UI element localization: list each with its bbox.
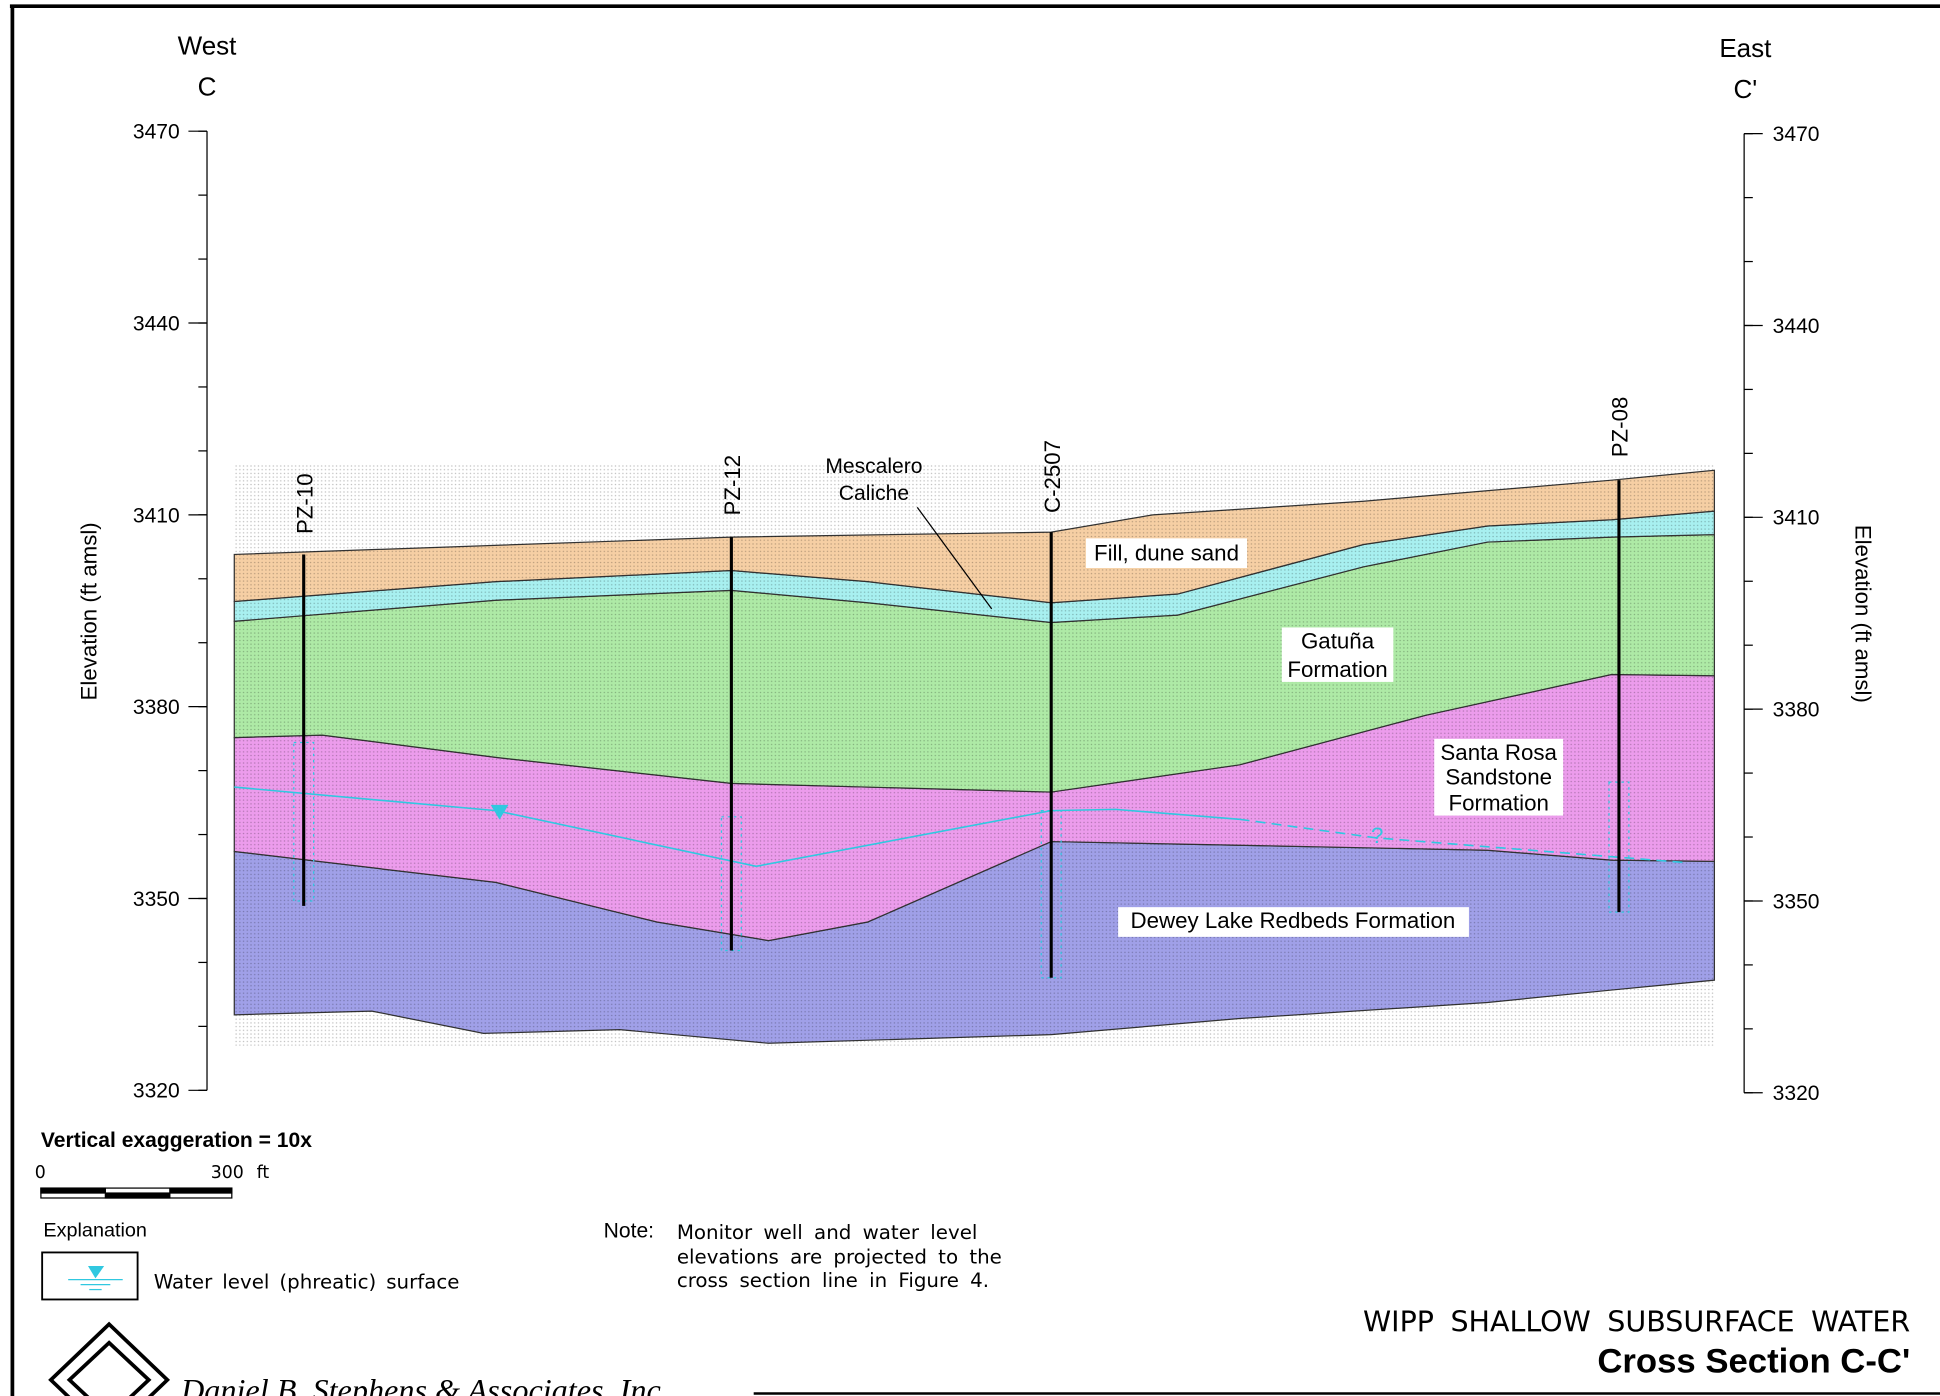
right-tick-label: 3410 [1773, 507, 1820, 530]
label-bg [1118, 907, 1469, 937]
gatuna-label: Gatuña [1301, 629, 1375, 654]
right-tick-label: 3470 [1773, 123, 1820, 146]
scale-unit: ft [257, 1163, 270, 1183]
well-label: PZ-08 [1608, 397, 1633, 458]
east-mark: C' [1733, 74, 1757, 104]
well-label: PZ-12 [720, 455, 745, 516]
caliche-label: Caliche [839, 482, 909, 505]
scale-bar [40, 1187, 233, 1199]
leader-line [916, 507, 993, 610]
exaggeration: Vertical exaggeration = 10x [41, 1129, 312, 1152]
company-name: Daniel B. Stephens & Associates, Inc. [180, 1372, 669, 1396]
caliche-label: Mescalero [825, 455, 922, 478]
santa-rosa-label: Sandstone [1445, 765, 1552, 790]
label-bg [1434, 738, 1564, 816]
note-line: elevations are projected to the [677, 1246, 1002, 1269]
legend-text: Water level (phreatic) surface [154, 1270, 460, 1293]
right-tick-label: 3380 [1773, 699, 1820, 722]
water-table [234, 786, 1686, 868]
fill-label: Fill, dune sand [1094, 541, 1239, 566]
right-tick-label: 3350 [1773, 890, 1820, 913]
left-tick-label: 3440 [133, 312, 180, 335]
left-tick-label: 3470 [133, 121, 180, 144]
explanation-title: Explanation [43, 1219, 147, 1241]
scale-distance: 300 [211, 1163, 244, 1183]
left-tick-label: 3410 [133, 504, 180, 527]
well-label: PZ-10 [292, 473, 317, 534]
left-tick-label: 3320 [133, 1080, 180, 1103]
santa-rosa-label: Santa Rosa [1440, 740, 1557, 765]
legend-box [41, 1251, 139, 1301]
note-line: cross section line in Figure 4. [677, 1269, 989, 1292]
wells: PZ-10 PZ-12 C-2507 PZ-08 [292, 397, 1633, 979]
right-tick-label: 3440 [1773, 315, 1820, 338]
east-label: East [1719, 33, 1772, 63]
label-bg [1281, 627, 1394, 682]
labels: West C East C' Elevation (ft amsl) Eleva… [35, 30, 1940, 1396]
santa-rosa-label: Formation [1448, 791, 1548, 816]
logo [48, 1321, 171, 1396]
frame [9, 4, 1940, 1396]
axes: 3470 3470 3440 3440 3410 3410 3380 3380 3350 3350… [133, 121, 1820, 1106]
right-axis-label: Elevation (ft amsl) [1851, 525, 1876, 703]
note-line: Monitor well and water level [677, 1221, 978, 1244]
well-label: C-2507 [1040, 440, 1065, 513]
note-label: Note: [604, 1220, 654, 1243]
west-label: West [178, 30, 238, 60]
title-line1: WIPP SHALLOW SUBSURFACE WATER [1363, 1306, 1910, 1339]
gatuna-label: Formation [1287, 657, 1387, 682]
left-tick-label: 3350 [133, 888, 180, 911]
left-axis-label: Elevation (ft amsl) [77, 522, 102, 700]
label-bg [1085, 538, 1248, 569]
title-line2: Cross Section C-C' [1597, 1343, 1910, 1381]
left-tick-label: 3380 [133, 696, 180, 719]
unknown-mark: ? [1371, 823, 1383, 848]
dewey-label: Dewey Lake Redbeds Formation [1131, 908, 1456, 933]
right-tick-label: 3320 [1773, 1082, 1820, 1105]
scale-zero: 0 [35, 1163, 46, 1183]
west-mark: C [198, 71, 217, 101]
